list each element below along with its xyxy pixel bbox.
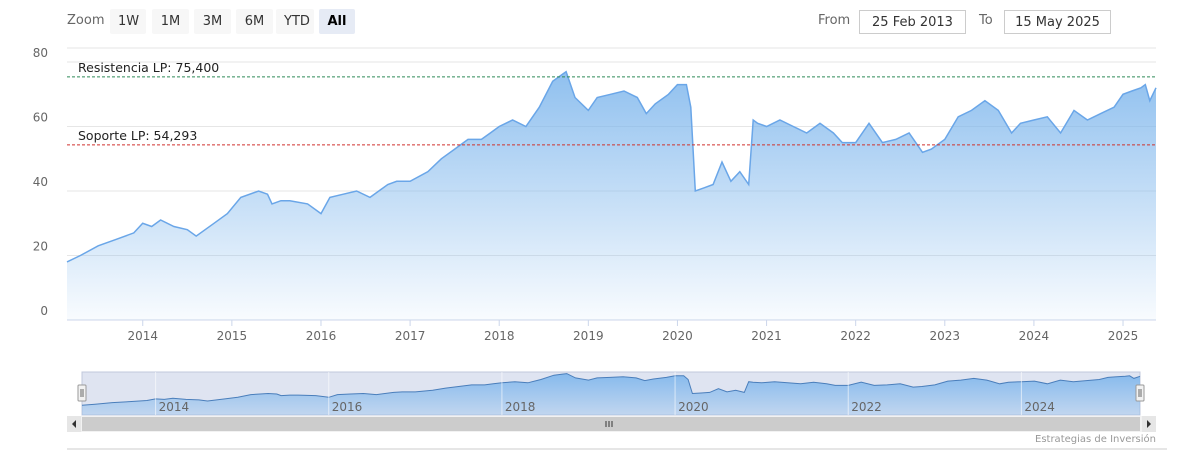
zoom-button-ytd[interactable]: YTD	[276, 9, 314, 34]
resistance-label: Resistencia LP: 75,400	[78, 60, 219, 75]
y-tick-label: 20	[33, 240, 48, 254]
zoom-button-1w[interactable]: 1W	[110, 9, 146, 34]
to-label: To	[979, 13, 993, 28]
navigator[interactable]: 2014 2016 2018 2020 2022 2024	[67, 371, 1156, 432]
zoom-button-all[interactable]: All	[319, 9, 355, 34]
x-tick-label: 2024	[1019, 329, 1050, 343]
navigator-tick-label: 2024	[1024, 400, 1055, 414]
y-tick-label: 0	[40, 304, 48, 318]
price-line	[66, 70, 1157, 263]
navigator-left-handle[interactable]	[77, 384, 87, 402]
y-axis: 0 20 40 60 80	[33, 46, 48, 318]
x-tick-label: 2015	[217, 329, 248, 343]
to-date-input[interactable]	[1004, 10, 1111, 34]
zoom-button-6m[interactable]: 6M	[236, 9, 273, 34]
navigator-tick-label: 2018	[505, 400, 536, 414]
scrollbar-thumb[interactable]	[82, 417, 1140, 431]
zoom-button-3m[interactable]: 3M	[194, 9, 231, 34]
credits-text: Estrategias de Inversión	[1035, 434, 1156, 445]
navigator-line	[81, 373, 1141, 406]
plot-lines: Resistencia LP: 75,400 Soporte LP: 54,293	[67, 60, 1156, 146]
x-tick-label: 2014	[127, 329, 158, 343]
zoom-label: Zoom	[67, 13, 105, 28]
arrow-right-icon	[1147, 420, 1151, 428]
x-tick-label: 2023	[930, 329, 961, 343]
navigator-tick-label: 2014	[159, 400, 190, 414]
x-tick-label: 2022	[840, 329, 871, 343]
from-label: From	[818, 13, 851, 28]
navigator-tick-label: 2016	[332, 400, 363, 414]
arrow-left-icon	[72, 420, 76, 428]
x-axis: 2014 2015 2016 2017 2018 2019 2020 2021 2022 2023…	[67, 319, 1156, 343]
support-label: Soporte LP: 54,293	[78, 128, 197, 143]
navigator-area	[82, 373, 1140, 415]
y-tick-label: 80	[33, 46, 48, 60]
x-tick-label: 2025	[1108, 329, 1139, 343]
x-tick-label: 2018	[484, 329, 515, 343]
x-tick-label: 2017	[395, 329, 426, 343]
from-date-input[interactable]	[859, 10, 966, 34]
price-series	[66, 70, 1157, 320]
navigator-tick-label: 2020	[678, 400, 709, 414]
range-selector-toolbar: Zoom 1W 1M 3M 6M YTD All From To	[0, 0, 1183, 44]
y-tick-label: 40	[33, 175, 48, 189]
navigator-tick-label: 2022	[851, 400, 882, 414]
x-tick-label: 2021	[751, 329, 782, 343]
x-tick-label: 2020	[662, 329, 693, 343]
x-tick-label: 2019	[573, 329, 604, 343]
zoom-button-1m[interactable]: 1M	[152, 9, 189, 34]
navigator-right-handle[interactable]	[1135, 384, 1145, 402]
price-area	[67, 71, 1156, 320]
x-tick-label: 2016	[306, 329, 337, 343]
y-tick-label: 60	[33, 111, 48, 125]
